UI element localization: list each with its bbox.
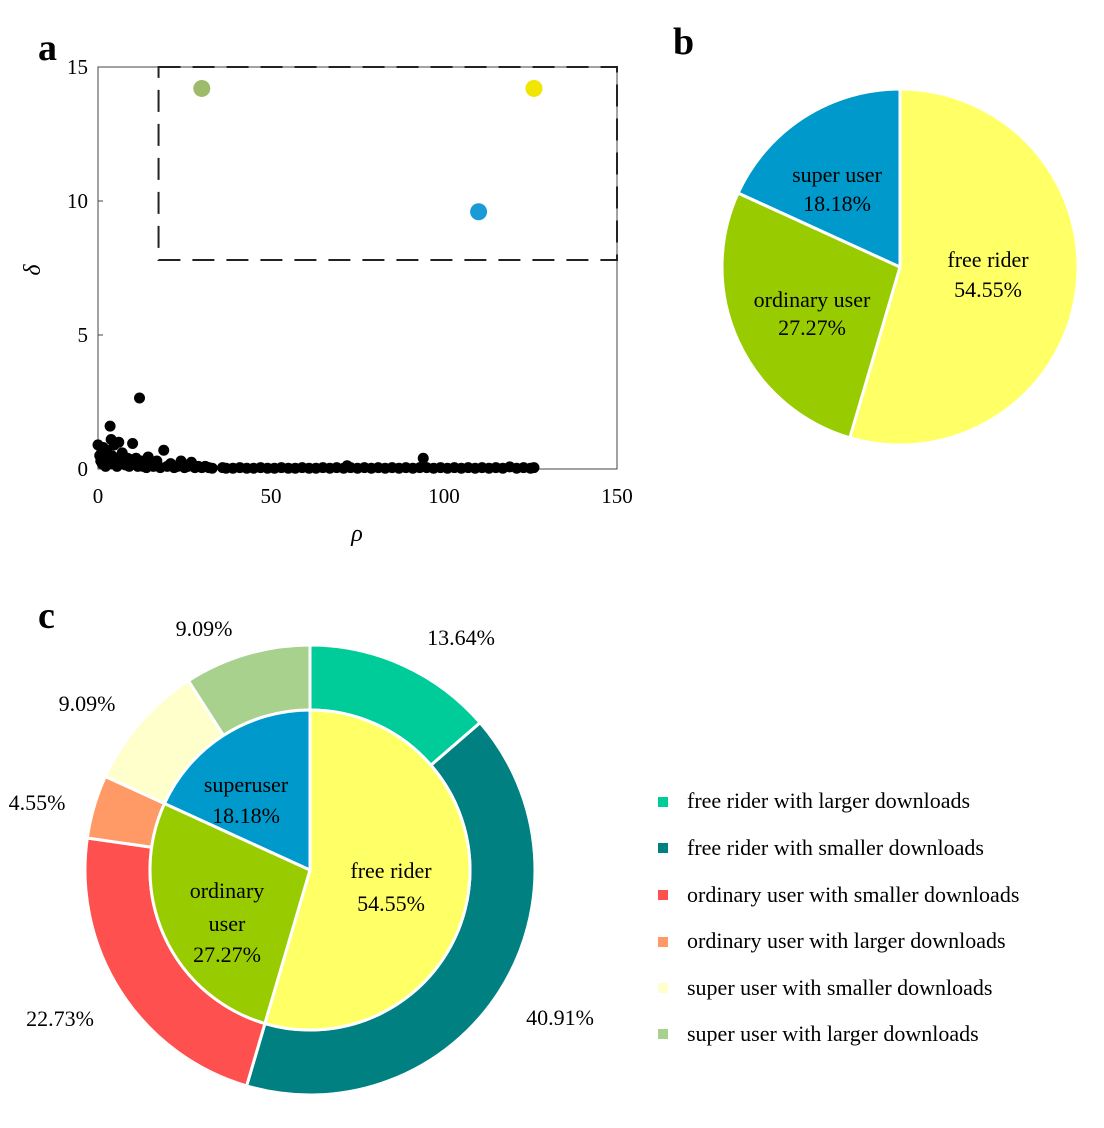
legend-swatch-super-larger — [658, 1029, 668, 1039]
data-point — [113, 436, 125, 448]
donut-inner-slice — [148, 801, 312, 1026]
pie-b-value-super-user: 18.18% — [803, 191, 871, 216]
x-tick-label: 0 — [93, 484, 104, 508]
donut-outer-value-ordinary-smaller: 22.73% — [26, 1006, 94, 1031]
pie-b-label-ordinary-user: ordinary user — [754, 287, 871, 312]
donut-inner-label-superuser: superuser — [204, 772, 289, 797]
scatter-plot: 0 5 10 15 0 50 100 150 ρ δ — [20, 55, 633, 547]
data-point — [528, 462, 540, 474]
donut-inner-value-free-rider: 54.55% — [357, 891, 425, 916]
x-axis-label: ρ — [350, 521, 363, 547]
x-tick-label: 150 — [601, 484, 633, 508]
legend-swatch-free-rider-larger — [658, 797, 668, 807]
data-point — [104, 420, 116, 432]
donut-inner-label-free-rider: free rider — [350, 858, 432, 883]
legend-swatch-ordinary-smaller — [658, 890, 668, 900]
legend-item-ordinary-larger: ordinary user with larger downloads — [687, 928, 1006, 953]
data-point — [206, 462, 218, 474]
y-tick-label: 10 — [67, 189, 88, 213]
pie-b-slice — [720, 191, 902, 440]
highlight-point — [525, 79, 543, 97]
legend: free rider with larger downloads free ri… — [658, 788, 1019, 1046]
y-axis-label: δ — [20, 264, 46, 276]
y-tick-label: 15 — [67, 55, 88, 79]
panel-letter-a: a — [38, 27, 57, 69]
legend-item-free-rider-smaller: free rider with smaller downloads — [687, 835, 984, 860]
pie-b-label-super-user: super user — [792, 162, 882, 187]
y-tick-label: 0 — [78, 457, 89, 481]
donut-outer-value-ordinary-larger: 4.55% — [9, 790, 66, 815]
panel-letter-c: c — [38, 595, 55, 637]
donut-outer-labels: 13.64% 40.91% 22.73% 4.55% 9.09% 9.09% — [9, 616, 594, 1031]
x-tick-label: 100 — [428, 484, 460, 508]
pie-b-labels: free rider 54.55% ordinary user 27.27% s… — [754, 162, 1030, 340]
legend-swatch-ordinary-larger — [658, 937, 668, 947]
legend-item-super-larger: super user with larger downloads — [687, 1021, 979, 1046]
donut-inner-value-superuser: 18.18% — [212, 803, 280, 828]
panel-letter-b: b — [673, 21, 694, 63]
plot-frame — [97, 66, 618, 470]
donut-outer-value-super-larger: 9.09% — [176, 616, 233, 641]
legend-item-ordinary-smaller: ordinary user with smaller downloads — [687, 882, 1019, 907]
legend-item-free-rider-larger: free rider with larger downloads — [687, 788, 970, 813]
legend-item-super-smaller: super user with smaller downloads — [687, 975, 993, 1000]
highlight-box — [157, 66, 619, 261]
data-point — [127, 438, 139, 450]
x-tick-label: 50 — [261, 484, 282, 508]
donut-inner-slice — [263, 708, 472, 1032]
highlight-point — [193, 79, 211, 97]
highlight-points — [193, 79, 543, 221]
legend-swatch-free-rider-smaller — [658, 843, 668, 853]
donut-inner-label-user: user — [209, 911, 246, 936]
donut-outer-value-free-rider-smaller: 40.91% — [526, 1005, 594, 1030]
black-points — [92, 392, 540, 474]
donut-inner-value-ordinary-user: 27.27% — [193, 942, 261, 967]
pie-chart-b — [720, 87, 1080, 447]
data-point — [417, 452, 429, 464]
data-point — [134, 392, 146, 404]
pie-b-value-ordinary-user: 27.27% — [778, 315, 846, 340]
donut-outer-value-free-rider-larger: 13.64% — [427, 625, 495, 650]
pie-b-value-free-rider: 54.55% — [954, 277, 1022, 302]
donut-outer-value-super-smaller: 9.09% — [59, 691, 116, 716]
y-tick-labels: 0 5 10 15 — [67, 55, 103, 481]
y-tick-label: 5 — [78, 323, 89, 347]
donut-inner-slice — [162, 708, 312, 873]
legend-swatch-super-smaller — [658, 983, 668, 993]
donut-inner-label-ordinary: ordinary — [190, 878, 265, 903]
pie-b-slice — [847, 87, 1080, 447]
highlight-point — [470, 203, 488, 221]
donut-inner-labels: free rider 54.55% ordinary user 27.27% s… — [190, 772, 433, 967]
pie-b-slice — [736, 87, 902, 270]
data-point — [158, 444, 170, 456]
pie-b-label-free-rider: free rider — [947, 247, 1029, 272]
donut-inner-pie — [148, 708, 472, 1032]
